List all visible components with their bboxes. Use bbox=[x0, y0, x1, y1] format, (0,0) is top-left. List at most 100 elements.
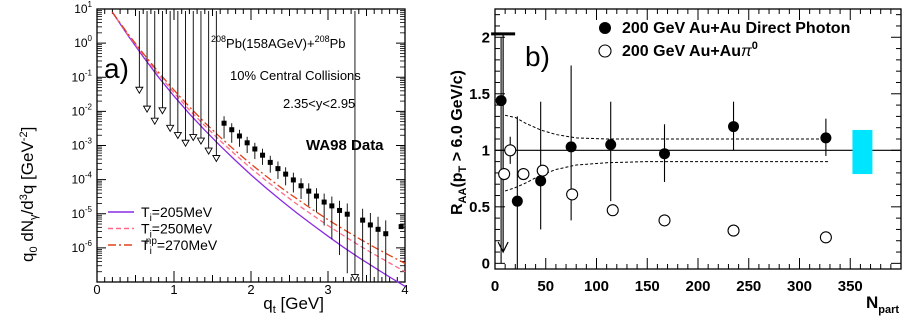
panel-b-raa: b) 0 0.5 1 1.5 2 0 50 100 150 200 250 300 350 200 G… bbox=[449, 8, 902, 316]
x-tick-label: 200 bbox=[685, 278, 710, 295]
data-point bbox=[229, 127, 235, 133]
upper-limit-marker bbox=[196, 137, 206, 145]
y-tick-exponent: -6 bbox=[85, 239, 93, 248]
y-tick-label: 101 bbox=[74, 0, 92, 16]
x-tick-label: 3 bbox=[324, 282, 331, 297]
pi0-point bbox=[566, 188, 579, 201]
data-point bbox=[360, 217, 366, 223]
x-title-main: q bbox=[263, 294, 272, 313]
raa-rest: > 6.0 GeV/c) bbox=[449, 70, 466, 166]
legend-sub: i bbox=[150, 230, 152, 241]
legend-suffix: =270MeV bbox=[157, 237, 218, 253]
data-point bbox=[329, 203, 335, 209]
data-point bbox=[375, 226, 381, 232]
legend-marker-open bbox=[598, 44, 612, 58]
x-tick-label: 1 bbox=[170, 282, 177, 297]
y-tick-label: 10-5 bbox=[72, 205, 93, 221]
upper-limit-marker bbox=[173, 132, 183, 140]
x-tick-label: 350 bbox=[838, 278, 863, 295]
y-tick-base: 10 bbox=[72, 104, 86, 118]
pi0-point bbox=[517, 167, 530, 181]
raa-sub1: AA bbox=[457, 187, 469, 203]
x-tick-label: 50 bbox=[537, 278, 554, 295]
y-tick-label: 10-1 bbox=[72, 68, 93, 84]
raa-main: R bbox=[449, 203, 466, 215]
y-title-end: ] bbox=[18, 127, 37, 132]
legend-entry: 200 GeV Au+Au Direct Photon bbox=[622, 20, 850, 37]
data-point bbox=[306, 188, 312, 194]
upper-limit-marker bbox=[135, 86, 144, 95]
x-tick-label: 150 bbox=[635, 278, 660, 295]
pi0-point bbox=[498, 167, 511, 181]
legend-prefix: T bbox=[141, 221, 150, 237]
direct-photon-point bbox=[511, 195, 523, 207]
x-tick-label: 0 bbox=[93, 282, 100, 297]
y-title-sub0: 0 bbox=[28, 246, 40, 252]
y-title-main: q bbox=[18, 253, 37, 262]
panel-b-y-axis: 0 0.5 1 1.5 2 bbox=[469, 14, 901, 272]
y-tick-exponent: -5 bbox=[85, 205, 93, 214]
legend-suffix: =250MeV bbox=[152, 221, 213, 237]
band-lower bbox=[504, 161, 830, 192]
y-tick-exponent: -4 bbox=[85, 171, 93, 180]
data-point bbox=[337, 207, 343, 213]
data-point bbox=[383, 231, 389, 237]
y-tick-base: 10 bbox=[74, 2, 88, 16]
data-point bbox=[283, 171, 289, 177]
legend-text: 200 GeV Au+Au Direct Photon bbox=[622, 20, 850, 37]
legend-entry: Ti=250MeV bbox=[141, 221, 213, 241]
data-point bbox=[367, 222, 373, 228]
npart-main: N bbox=[866, 293, 878, 312]
y-title-sup2: -2 bbox=[18, 131, 30, 141]
band-upper bbox=[504, 114, 830, 140]
panel-a-x-axis: 0 1 2 3 4 bbox=[93, 9, 409, 297]
legend-prefix: T bbox=[141, 237, 150, 253]
direct-photon-point bbox=[565, 141, 577, 153]
reaction-end: Pb bbox=[330, 36, 346, 51]
legend-text: 200 GeV Au+Au bbox=[622, 43, 741, 60]
direct-photon-point bbox=[605, 139, 617, 151]
npart-sub: part bbox=[878, 304, 899, 316]
pi0-point bbox=[727, 224, 740, 237]
panel-a-data-points bbox=[221, 116, 404, 282]
x-title-sub: t bbox=[273, 304, 276, 316]
raa-sub2: T bbox=[457, 165, 469, 172]
dataset-label: WA98 Data bbox=[306, 137, 384, 154]
panel-a-annotations: 208Pb(158AGeV)+208Pb 10% Central Collisi… bbox=[211, 34, 384, 154]
y-tick-label: 0.5 bbox=[469, 199, 490, 216]
direct-photon-point bbox=[820, 132, 832, 144]
panel-a-x-title: qt [GeV] bbox=[263, 294, 324, 316]
data-point bbox=[321, 199, 327, 205]
pi0-point bbox=[819, 231, 832, 244]
panel-a-upper-limits bbox=[135, 11, 360, 282]
x-title-rest: [GeV] bbox=[276, 294, 324, 313]
y-tick-label: 10-4 bbox=[72, 171, 93, 187]
legend-entry: Ti=205MeV bbox=[141, 204, 213, 224]
y-tick-label: 10-6 bbox=[72, 239, 93, 255]
y-tick-label: 10-2 bbox=[72, 102, 93, 118]
panel-b-legend: 200 GeV Au+Au Direct Photon 200 GeV Au+Au… bbox=[598, 20, 850, 60]
y-title-rest1: /d bbox=[18, 200, 37, 214]
panel-b-data-points bbox=[491, 32, 832, 269]
y-tick-exponent: 1 bbox=[88, 0, 93, 9]
panel-b-x-title: Npart bbox=[866, 293, 899, 316]
panel-a-y-title: q0 dNγ/d3q [GeV-2] bbox=[18, 127, 40, 262]
legend-sup: 0 bbox=[752, 40, 758, 52]
data-point bbox=[221, 120, 227, 126]
y-tick-base: 10 bbox=[72, 207, 86, 221]
y-tick-base: 10 bbox=[72, 241, 86, 255]
data-point bbox=[252, 146, 258, 152]
x-tick-label: 250 bbox=[736, 278, 761, 295]
upper-limit-marker bbox=[204, 147, 213, 155]
panel-b-uncertainty-band bbox=[504, 114, 830, 192]
pi0-point bbox=[536, 164, 549, 177]
upper-limit-marker bbox=[142, 105, 152, 114]
upper-limit-arrowhead bbox=[497, 241, 509, 254]
panel-a-label: a) bbox=[104, 53, 129, 84]
data-point bbox=[298, 183, 304, 189]
data-point bbox=[244, 140, 250, 146]
x-tick-label: 100 bbox=[584, 278, 609, 295]
direct-photon-point bbox=[659, 148, 671, 160]
legend-suffix: =205MeV bbox=[152, 204, 213, 220]
